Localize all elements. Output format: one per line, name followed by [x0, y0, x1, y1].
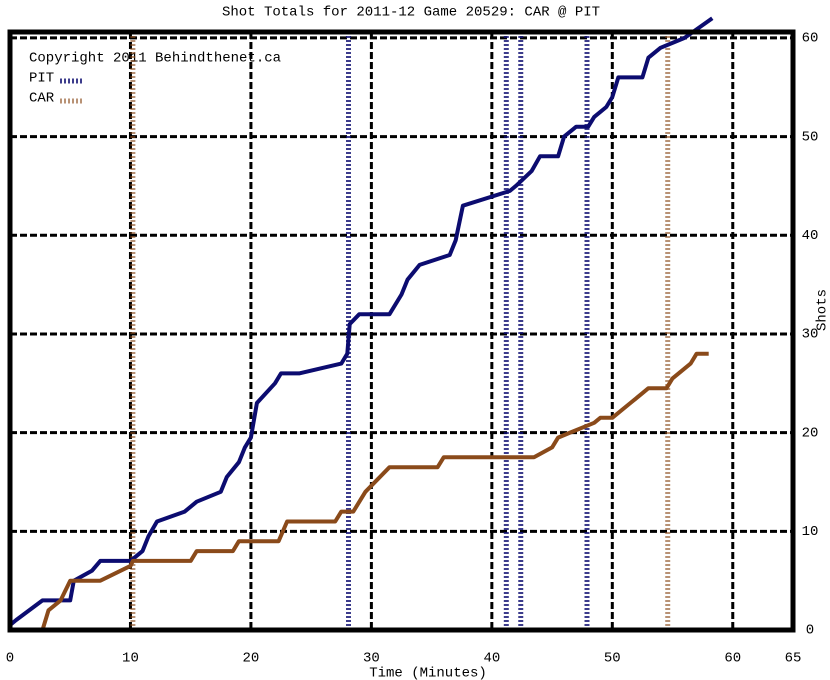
- y-axis-title: Shots: [815, 289, 830, 331]
- x-tick-label: 50: [604, 651, 621, 667]
- chart-title: Shot Totals for 2011-12 Game 20529: CAR …: [222, 5, 600, 21]
- x-tick-label: 65: [785, 651, 802, 667]
- x-tick-label: 0: [6, 651, 14, 667]
- legend-label: PIT: [29, 71, 54, 87]
- x-tick-label: 60: [724, 651, 741, 667]
- y-tick-label: 30: [802, 327, 819, 343]
- series-line: [8, 16, 714, 627]
- x-tick-label: 30: [363, 651, 380, 667]
- legend-label: CAR: [29, 91, 55, 107]
- y-tick-label: 10: [802, 524, 819, 540]
- series-line: [10, 351, 709, 632]
- y-tick-label: 50: [802, 129, 819, 145]
- plot-border: [7, 29, 796, 633]
- y-tick-label: 40: [802, 228, 819, 244]
- x-tick-label: 10: [122, 651, 139, 667]
- y-tick-label: 20: [802, 425, 819, 441]
- x-axis-title: Time (Minutes): [369, 666, 487, 680]
- y-tick-label: 0: [806, 623, 814, 639]
- y-tick-label: 60: [802, 31, 819, 47]
- copyright: Copyright 2011 Behindthenet.ca: [29, 51, 281, 67]
- x-tick-label: 20: [243, 651, 260, 667]
- x-tick-label: 40: [483, 651, 500, 667]
